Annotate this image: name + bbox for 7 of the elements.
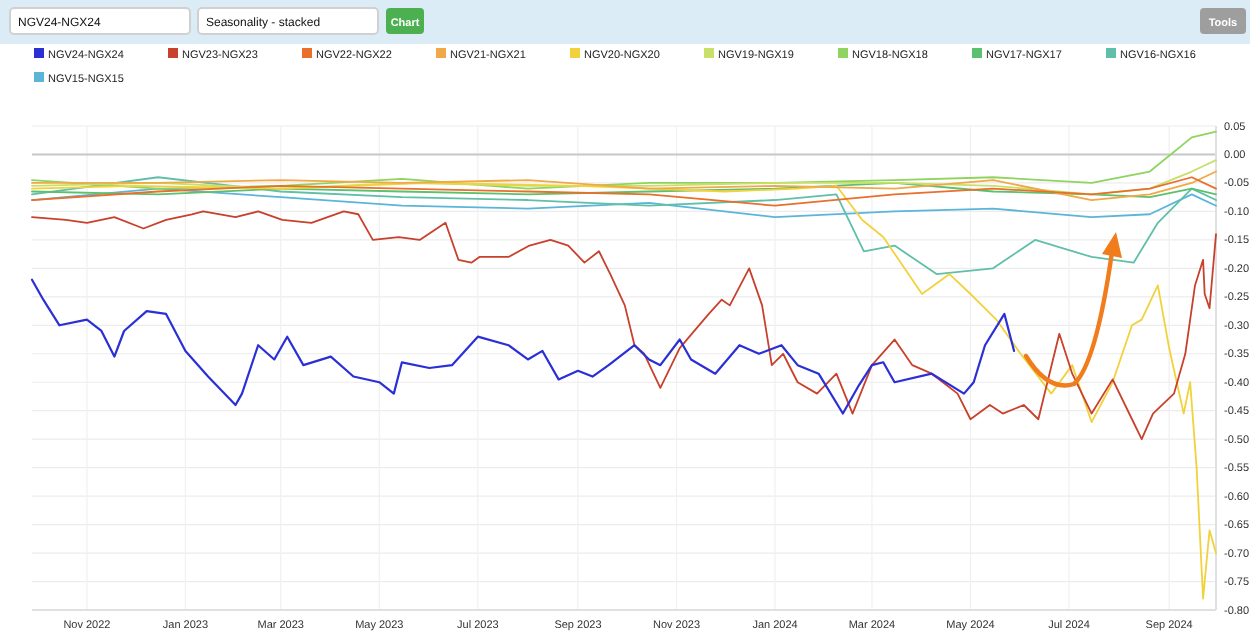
line-series [30,278,1016,415]
line-series [31,176,1217,275]
line-series [31,182,1217,600]
line-series [31,170,1217,201]
line-series [31,210,1217,441]
line-series [31,182,1217,199]
line-series [31,176,1217,207]
